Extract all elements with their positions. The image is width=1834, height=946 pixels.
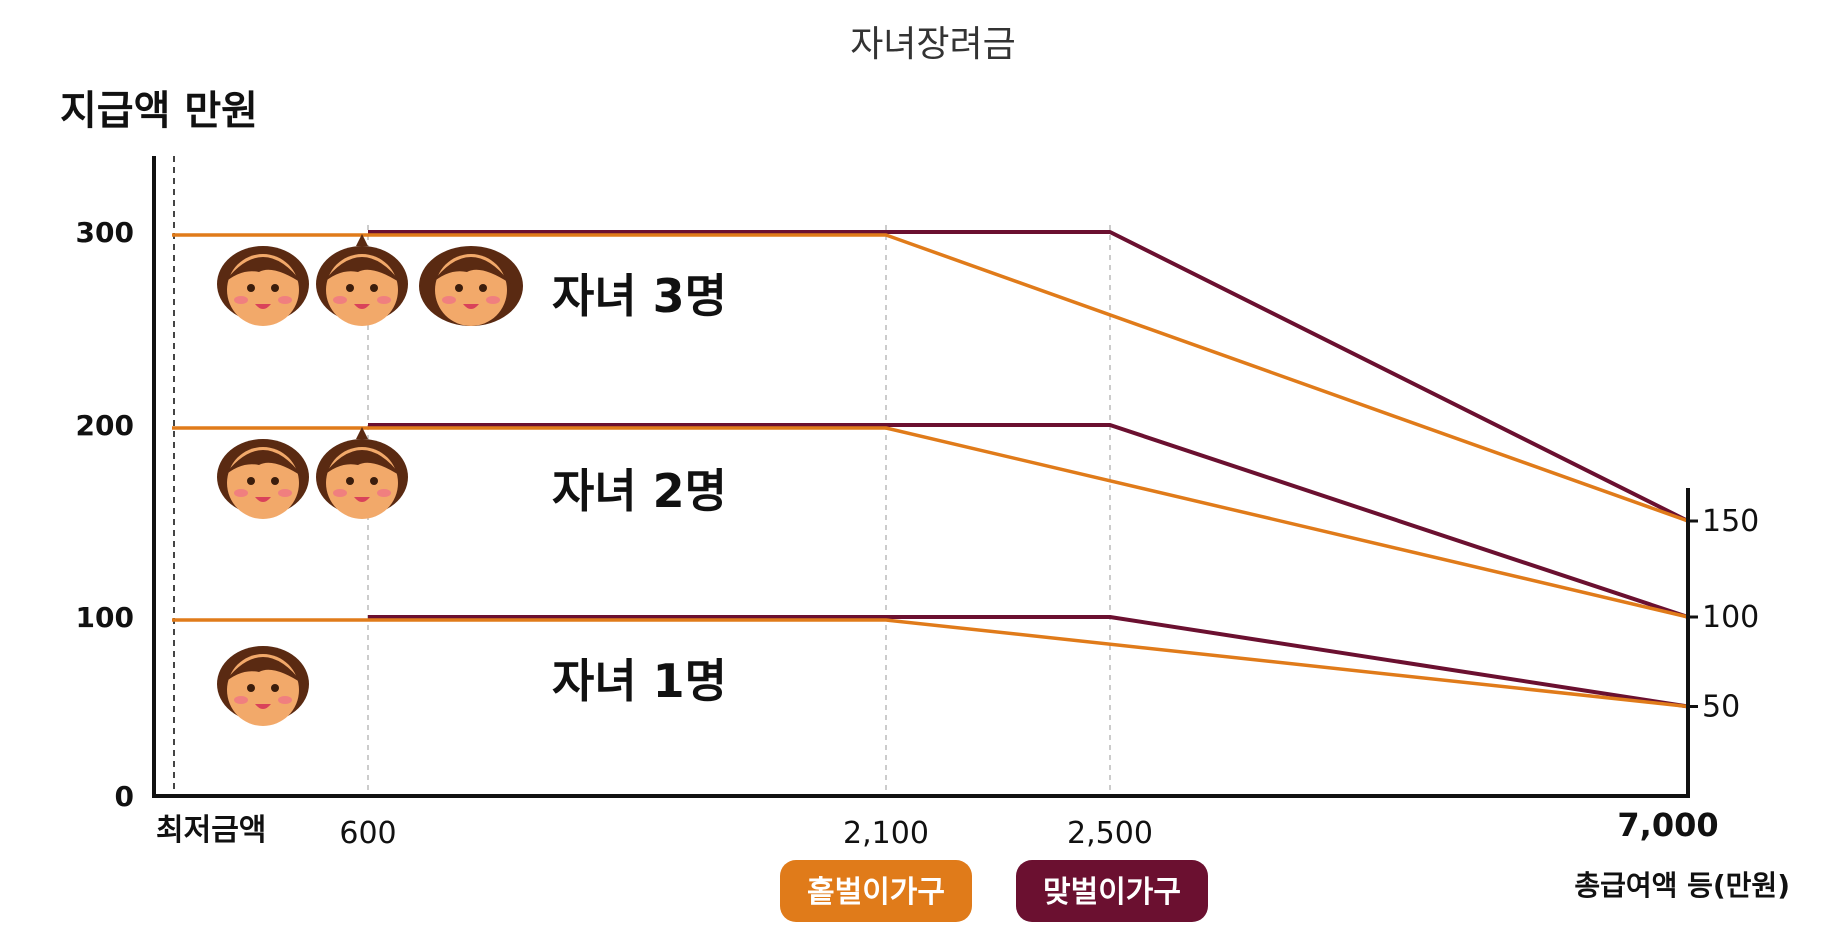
right-tick-label: 100 (1702, 600, 1759, 635)
boy-face-icon (316, 234, 408, 326)
y-tick-label: 0 (115, 780, 134, 813)
x-tick-label: 7,000 (1617, 806, 1718, 844)
girl-face-icon (217, 646, 309, 726)
right-tick-label: 150 (1702, 504, 1759, 539)
legend: 홑벌이가구 맞벌이가구 (780, 860, 1208, 922)
y-tick-label: 200 (76, 409, 134, 442)
dual-income-line-2 (368, 423, 1689, 619)
y-axis-label: 지급액 만원 (60, 88, 258, 134)
girl-face-icon (419, 246, 523, 326)
x-tick-label: 600 (339, 816, 396, 851)
legend-single-income: 홑벌이가구 (780, 860, 972, 922)
x-ticks: 600 2,100 2,500 7,000 (339, 806, 1718, 851)
legend-dual-income: 맞벌이가구 (1016, 860, 1208, 922)
group-label-3: 자녀 3명 (552, 269, 727, 323)
single-income-line-3 (172, 233, 1689, 523)
right-ticks: 150 100 50 (1688, 504, 1759, 725)
x-axis-label: 총급여액 등(만원) (1574, 869, 1790, 902)
child-faces (217, 234, 523, 726)
single-income-line-2 (172, 426, 1689, 619)
right-tick-label: 50 (1702, 690, 1740, 725)
series-lines (172, 230, 1689, 709)
x-min-label: 최저금액 (156, 813, 266, 848)
boy-face-icon (316, 427, 408, 519)
girl-face-icon (217, 439, 309, 519)
gridlines (173, 156, 1111, 796)
single-income-line-1 (172, 618, 1689, 709)
girl-face-icon (217, 246, 309, 326)
dual-income-line-3 (368, 230, 1689, 523)
x-tick-label: 2,500 (1067, 816, 1153, 851)
legend-single-income-label: 홑벌이가구 (807, 875, 945, 910)
y-tick-label: 100 (76, 601, 134, 634)
legend-single-income-swatch (780, 860, 972, 922)
chart-title: 자녀장려금 (850, 24, 1016, 65)
y-tick-label: 300 (76, 216, 134, 249)
group-label-2: 자녀 2명 (552, 464, 727, 518)
legend-dual-income-label: 맞벌이가구 (1043, 875, 1181, 910)
group-label-1: 자녀 1명 (552, 654, 727, 708)
y-ticks: 0 100 200 300 (76, 216, 134, 813)
legend-dual-income-swatch (1016, 860, 1208, 922)
dual-income-line-1 (368, 615, 1689, 709)
axes (152, 156, 1690, 798)
x-tick-label: 2,100 (843, 816, 929, 851)
